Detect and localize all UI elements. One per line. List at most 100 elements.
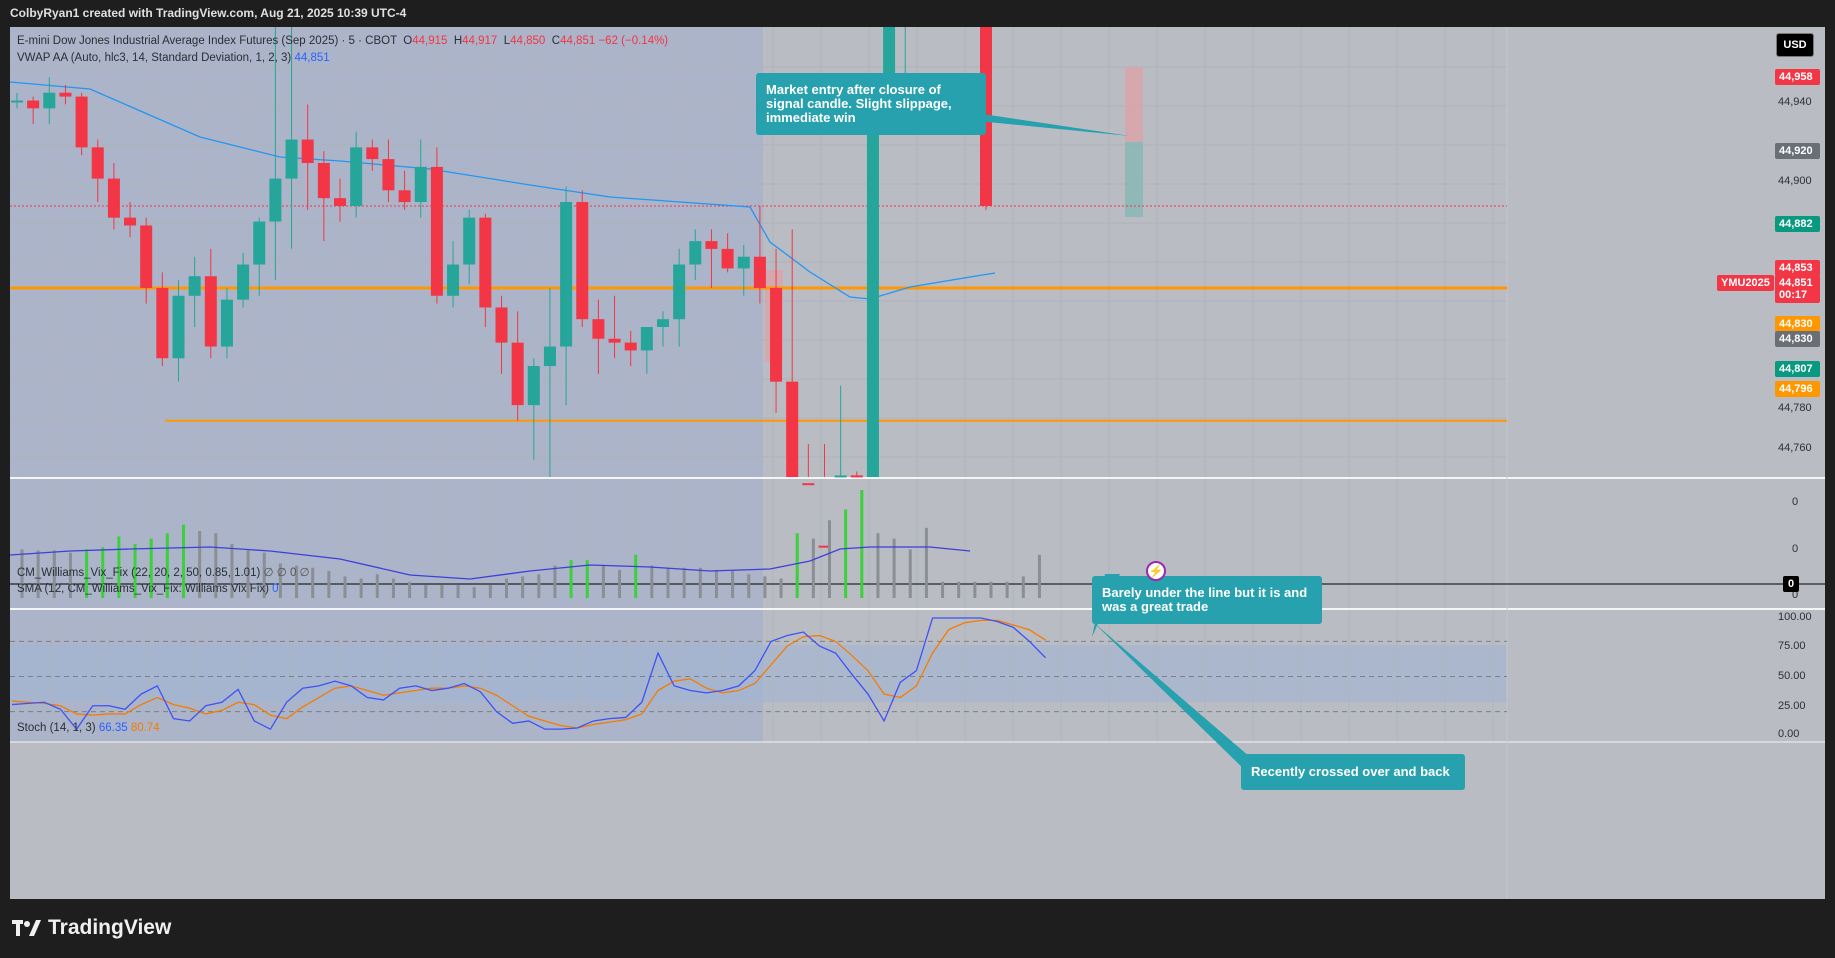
vix-bar bbox=[957, 581, 961, 598]
candle-body bbox=[188, 276, 201, 296]
vix-bar bbox=[36, 550, 40, 598]
callout-stoch[interactable]: Recently crossed over and back bbox=[1241, 754, 1465, 790]
vix-bar bbox=[246, 550, 250, 598]
vix-bar bbox=[262, 552, 266, 598]
candle-body bbox=[317, 162, 330, 199]
price-tag-support-2: 44,796 bbox=[1775, 381, 1820, 397]
candle-body bbox=[883, 27, 896, 78]
candle-body bbox=[834, 475, 847, 478]
wvf-legend[interactable]: CM_Williams_Vix_Fix (22, 20, 2, 50, 0.85… bbox=[17, 565, 310, 579]
chart-frame[interactable]: E-mini Dow Jones Industrial Average Inde… bbox=[9, 27, 1825, 915]
candle-body bbox=[737, 256, 750, 269]
vix-bar bbox=[618, 569, 622, 598]
position-win-box bbox=[1125, 142, 1143, 217]
vix-bar bbox=[52, 550, 56, 598]
callout-entry[interactable]: Market entry after closure of signal can… bbox=[756, 73, 986, 135]
wvf-title[interactable]: CM_Williams_Vix_Fix (22, 20, 2, 50, 0.85… bbox=[17, 567, 261, 579]
lightning-icon[interactable]: ⚡ bbox=[1146, 561, 1166, 581]
vix-bar bbox=[876, 533, 880, 598]
sma-title[interactable]: SMA (12, CM_Williams_Vix_Fix: Williams V… bbox=[17, 583, 269, 595]
candle-body bbox=[479, 217, 492, 308]
price-tag-support-1: 44,830 bbox=[1775, 316, 1820, 332]
candle-body bbox=[43, 92, 56, 109]
main-legend[interactable]: E-mini Dow Jones Industrial Average Inde… bbox=[17, 35, 668, 47]
vix-bar bbox=[117, 536, 121, 598]
vwap-value: 44,851 bbox=[294, 52, 330, 64]
candle-body bbox=[705, 241, 718, 249]
candle-body bbox=[721, 248, 734, 269]
vix-bar bbox=[569, 560, 573, 598]
chart-canvas[interactable] bbox=[10, 27, 1825, 899]
vix-axis-label: 0 bbox=[1792, 543, 1799, 555]
candle-body bbox=[124, 217, 137, 226]
vix-bar bbox=[634, 554, 638, 598]
price-axis-label: 44,940 bbox=[1778, 96, 1812, 108]
candle-body bbox=[156, 287, 169, 359]
vix-bar bbox=[666, 567, 670, 598]
price-tag-44830: 44,830 bbox=[1775, 331, 1820, 347]
vix-bar bbox=[698, 567, 702, 598]
vix-axis-label: 0 bbox=[1792, 496, 1799, 508]
symbol-title[interactable]: E-mini Dow Jones Industrial Average Inde… bbox=[17, 35, 397, 47]
candle-body bbox=[398, 190, 411, 203]
brand-name: TradingView bbox=[48, 916, 172, 939]
candle-body bbox=[511, 342, 524, 406]
candle-body bbox=[576, 202, 589, 320]
candle-body bbox=[204, 276, 217, 347]
vix-bar bbox=[1037, 554, 1041, 598]
vwap-title[interactable]: VWAP AA (Auto, hlc3, 14, Standard Deviat… bbox=[17, 52, 292, 64]
vix-bar bbox=[101, 547, 105, 598]
candle-body bbox=[414, 166, 427, 203]
stoch-d-value: 80.74 bbox=[130, 722, 160, 734]
vix-bar bbox=[941, 581, 945, 598]
vix-bar bbox=[650, 565, 654, 598]
currency-button[interactable]: USD bbox=[1776, 33, 1814, 57]
vix-bar bbox=[230, 544, 234, 598]
tradingview-logo-icon bbox=[12, 920, 41, 936]
vix-bar bbox=[505, 578, 508, 598]
vix-bar bbox=[85, 549, 89, 598]
candle-body bbox=[107, 178, 120, 218]
candle-body bbox=[560, 202, 573, 347]
stoch-axis-label: 50.00 bbox=[1778, 670, 1806, 682]
candle-body bbox=[866, 77, 879, 477]
sma-legend[interactable]: SMA (12, CM_Williams_Vix_Fix: Williams V… bbox=[17, 583, 279, 595]
stoch-title[interactable]: Stoch (14, 1, 3) bbox=[17, 722, 96, 734]
candle-body bbox=[543, 346, 556, 367]
vix-bar bbox=[182, 524, 185, 598]
stoch-d-line bbox=[11, 619, 1046, 729]
vix-bar bbox=[214, 533, 218, 598]
callout-pointer bbox=[1093, 622, 1250, 775]
vix-bar bbox=[521, 576, 525, 598]
vix-bar bbox=[20, 549, 24, 598]
ohlc-close: C44,851 bbox=[551, 35, 596, 47]
candle-body bbox=[447, 264, 460, 296]
position-loss-box bbox=[1125, 67, 1143, 142]
stoch-legend[interactable]: Stoch (14, 1, 3) 66.35 80.74 bbox=[17, 722, 160, 734]
vix-bar bbox=[860, 490, 864, 598]
vix-bar bbox=[585, 560, 589, 598]
stoch-axis-label: 75.00 bbox=[1778, 640, 1806, 652]
candle-body bbox=[463, 217, 476, 265]
wvf-values: ∅ ∅ 0 ∅ bbox=[263, 567, 310, 579]
ohlc-high: H44,917 bbox=[453, 35, 498, 47]
stoch-band-fill bbox=[10, 645, 1507, 702]
vix-bar bbox=[327, 571, 331, 598]
stoch-axis-label: 25.00 bbox=[1778, 700, 1806, 712]
vwap-legend[interactable]: VWAP AA (Auto, hlc3, 14, Standard Deviat… bbox=[17, 52, 330, 64]
ohlc-low: L44,850 bbox=[503, 35, 546, 47]
price-axis-label: 44,760 bbox=[1778, 442, 1812, 454]
candle-body bbox=[75, 96, 88, 148]
candle-body bbox=[269, 178, 282, 222]
callout-vix[interactable]: Barely under the line but it is and was … bbox=[1092, 576, 1322, 624]
brand-logo: TradingView bbox=[12, 916, 171, 940]
sma-value: 0 bbox=[272, 583, 279, 595]
vix-bar bbox=[488, 585, 492, 598]
vix-bar bbox=[343, 576, 347, 598]
vix-bar bbox=[795, 533, 799, 598]
candle-body bbox=[350, 147, 363, 206]
vix-bar bbox=[779, 578, 783, 598]
candle-body bbox=[786, 381, 799, 477]
footer-bar bbox=[0, 899, 1835, 958]
candle-body bbox=[301, 139, 314, 163]
